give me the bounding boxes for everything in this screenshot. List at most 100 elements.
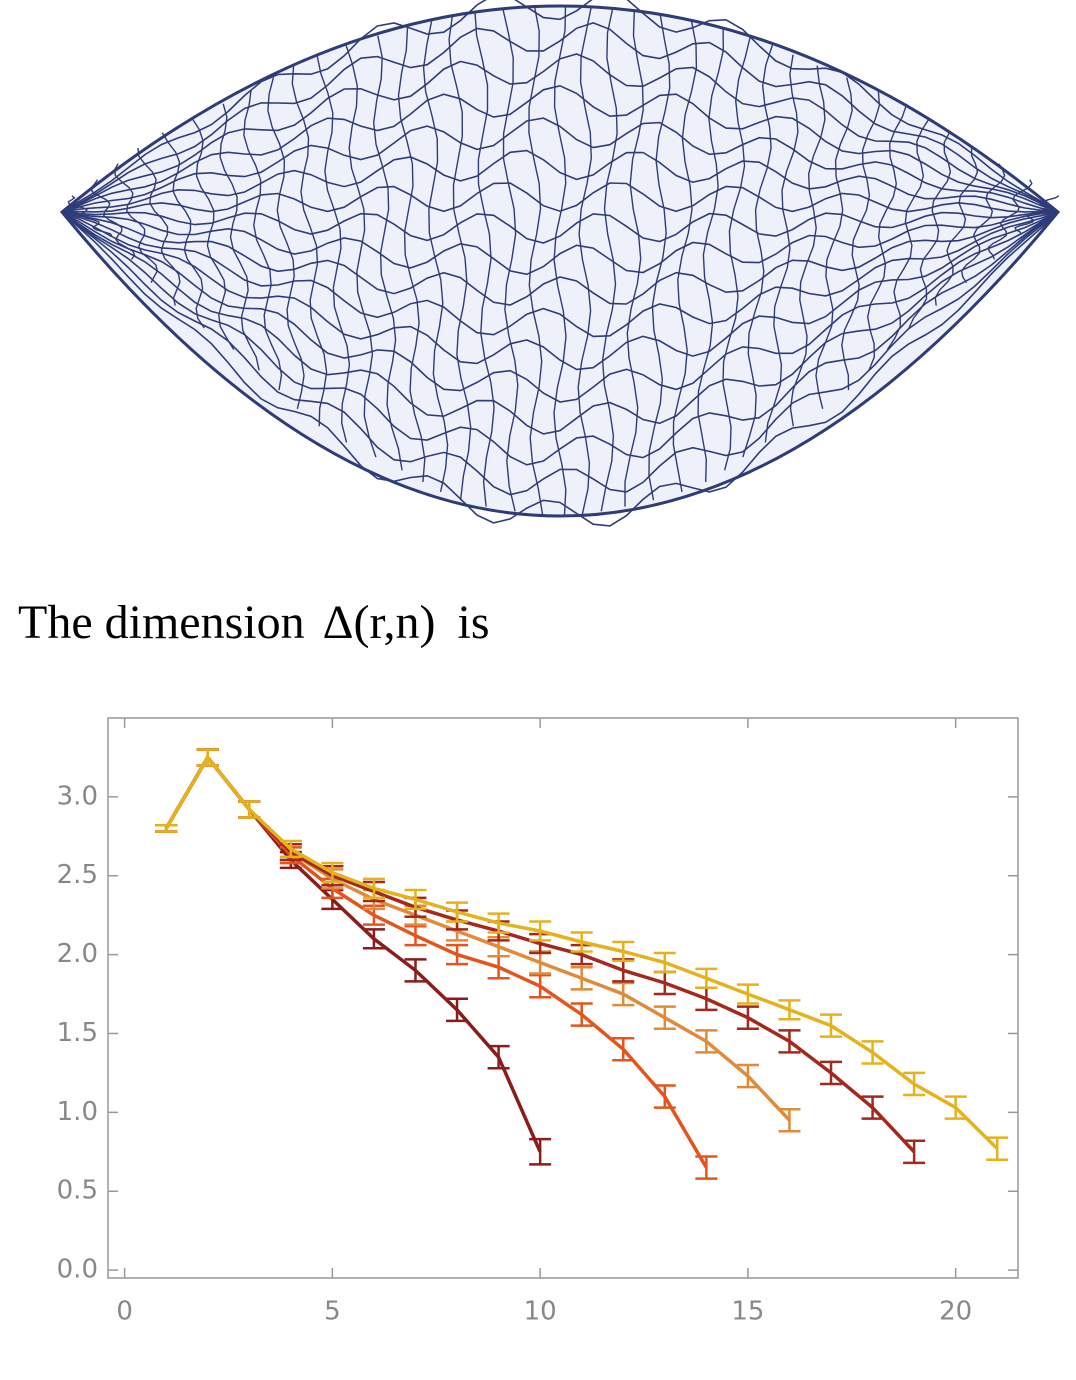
mesh-line bbox=[316, 54, 351, 443]
x-tick-label: 0 bbox=[116, 1297, 133, 1327]
mesh-line bbox=[960, 163, 1006, 284]
error-bar bbox=[362, 928, 385, 950]
caption-math: Δ(r,n) bbox=[323, 596, 436, 649]
mesh-line bbox=[61, 149, 1059, 213]
mesh-line bbox=[61, 182, 1059, 213]
error-bar bbox=[778, 1029, 801, 1054]
error-bar bbox=[695, 967, 718, 989]
mesh-line bbox=[1014, 195, 1060, 237]
error-bar bbox=[653, 951, 676, 974]
caption-after: is bbox=[458, 596, 490, 649]
mesh-line bbox=[672, 20, 698, 493]
mesh-line bbox=[161, 132, 205, 329]
error-bar bbox=[446, 901, 469, 923]
mesh-line bbox=[219, 103, 260, 371]
caption: The dimension Δ(r,n) is bbox=[18, 596, 490, 649]
y-tick-label: 2.0 bbox=[57, 939, 98, 969]
mesh-line bbox=[345, 44, 377, 458]
mesh-line bbox=[61, 211, 1059, 276]
error-bar bbox=[404, 888, 427, 911]
error-bar bbox=[861, 1040, 884, 1065]
mesh-line bbox=[61, 211, 1059, 435]
error-bar bbox=[570, 1002, 593, 1027]
error-bar bbox=[529, 950, 552, 975]
error-bar bbox=[986, 1136, 1009, 1161]
error-bar bbox=[653, 970, 676, 996]
mesh-line bbox=[291, 65, 328, 427]
mesh-line bbox=[243, 90, 283, 391]
y-tick-label: 1.5 bbox=[57, 1018, 98, 1048]
mesh-line bbox=[61, 211, 1059, 338]
plot-frame bbox=[107, 717, 1019, 1279]
mesh-line bbox=[648, 14, 671, 501]
error-bar bbox=[529, 973, 552, 999]
error-bar bbox=[778, 1107, 801, 1133]
mesh-line bbox=[448, 15, 472, 501]
mesh-outline bbox=[59, 4, 1061, 518]
y-tick-label: 2.5 bbox=[57, 860, 98, 890]
mesh-line bbox=[553, 4, 567, 516]
mesh-line bbox=[61, 211, 1059, 244]
mesh-line bbox=[697, 27, 725, 483]
mesh-line bbox=[722, 35, 752, 471]
mesh-line bbox=[267, 77, 305, 409]
error-bar bbox=[155, 824, 178, 833]
mesh-line bbox=[90, 179, 136, 260]
y-tick-label: 0.5 bbox=[57, 1176, 98, 1206]
mesh-line bbox=[191, 117, 235, 350]
mesh-line bbox=[61, 211, 1059, 403]
error-bar bbox=[778, 999, 801, 1021]
mesh-line bbox=[624, 10, 644, 507]
error-bar bbox=[653, 1084, 676, 1109]
series-line bbox=[164, 754, 542, 1153]
x-tick-label: 10 bbox=[524, 1297, 557, 1327]
mesh-line bbox=[474, 10, 495, 507]
x-tick-label: 5 bbox=[324, 1297, 341, 1327]
error-bar bbox=[196, 748, 219, 767]
error-bar bbox=[321, 861, 344, 884]
y-tick-label: 0.0 bbox=[57, 1255, 98, 1285]
mesh-line bbox=[815, 77, 853, 409]
mesh-line bbox=[61, 211, 1059, 306]
mesh-line bbox=[528, 5, 544, 515]
mesh-line bbox=[67, 195, 113, 237]
mesh-line bbox=[61, 22, 1059, 213]
mesh-line bbox=[934, 147, 979, 306]
mesh-line bbox=[987, 179, 1033, 260]
mesh-line bbox=[908, 132, 952, 329]
error-bar bbox=[820, 1060, 843, 1086]
series-line bbox=[164, 754, 708, 1169]
error-bar bbox=[612, 940, 635, 963]
error-bar bbox=[404, 958, 427, 983]
mesh-line bbox=[61, 84, 1059, 213]
mesh-line bbox=[764, 54, 799, 443]
mesh-line bbox=[61, 211, 1059, 466]
error-bar bbox=[529, 1137, 552, 1166]
error-bar bbox=[570, 965, 593, 991]
error-bar bbox=[903, 1071, 926, 1097]
error-bar bbox=[736, 983, 759, 1005]
error-bar bbox=[570, 931, 593, 953]
mesh-line bbox=[113, 163, 159, 284]
caption-text: The dimension bbox=[18, 596, 305, 649]
error-bar bbox=[238, 800, 261, 819]
error-bar bbox=[695, 986, 718, 1012]
mesh-line bbox=[841, 90, 881, 391]
mesh-line bbox=[372, 35, 403, 471]
error-bar bbox=[487, 1044, 510, 1070]
error-bar bbox=[446, 943, 469, 966]
mesh-line bbox=[742, 44, 774, 458]
error-bar bbox=[529, 920, 552, 942]
error-bar bbox=[695, 1155, 718, 1180]
x-tick-label: 15 bbox=[731, 1297, 764, 1327]
error-bar bbox=[279, 839, 302, 859]
mesh-figure bbox=[59, 0, 1061, 527]
mesh-line bbox=[577, 5, 593, 515]
error-bar bbox=[362, 877, 385, 900]
error-bar bbox=[446, 997, 469, 1023]
error-bar bbox=[612, 958, 635, 983]
mesh-line bbox=[61, 211, 1059, 527]
error-bar bbox=[487, 954, 510, 980]
